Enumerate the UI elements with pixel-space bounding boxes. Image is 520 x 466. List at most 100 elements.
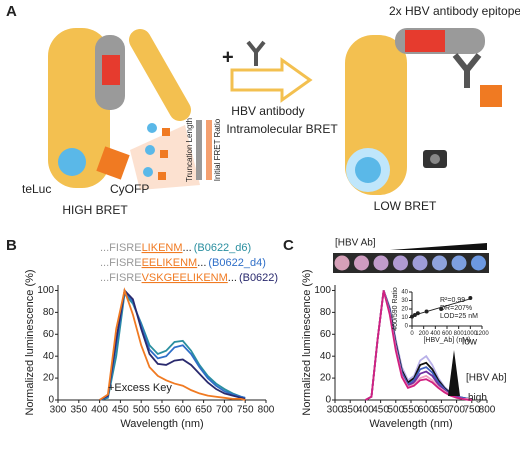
panel-label: C [283,237,294,254]
panel-label: A [6,3,17,20]
x-tick-label: 800 [258,405,275,416]
x-tick-label: 500 [133,405,150,416]
sequence-prefix: ...FISRE [100,242,142,254]
well [354,255,369,271]
label: LOW BRET [374,199,437,213]
x-tick-label: 350 [342,405,359,416]
x-tick-label: 1200 [475,331,489,337]
x-axis-label: [HBV_Ab] (nM) [423,337,470,344]
label: Initial FRET Ratio [213,118,222,181]
y-tick-label: 60 [43,329,55,340]
x-tick-label: 300 [50,405,67,416]
x-tick-label: 450 [372,405,389,416]
well [432,255,447,271]
series-name: (B0622_d4) [208,257,266,269]
x-tick-label: 400 [357,405,374,416]
sequence-insert: VSKGEELIKENM [142,272,228,284]
x-tick-label: 600 [418,405,435,416]
legend-high: high [468,393,487,404]
label: 2x HBV antibody epitope [389,4,520,18]
x-tick-label: 400 [430,331,441,337]
y-tick-label: 100 [37,285,54,296]
x-tick-label: 700 [216,405,233,416]
y-tick-label: 80 [43,307,55,318]
legend-title: [HBV Ab] [466,373,507,384]
y-axis-label: Normalized luminescence (%) [24,269,36,415]
x-tick-label: 600 [174,405,191,416]
x-tick-label: 500 [387,405,404,416]
panel-label: B [6,237,17,254]
y-tick-label: 20 [401,307,408,313]
y-tick-label: 40 [43,351,55,362]
y-tick-label: 100 [314,285,331,296]
label: Intramolecular BRET [226,122,338,136]
y-axis-label: 460/590 Ratio [392,287,399,331]
strip-wedge [390,243,487,250]
legend-wedge [448,350,460,396]
label: HIGH BRET [62,203,128,217]
x-axis-label: Wavelength (nm) [120,418,203,430]
x-tick-label: 1000 [464,331,478,337]
x-tick-label: 550 [403,405,420,416]
well [471,255,486,271]
x-axis-label: Wavelength (nm) [369,418,452,430]
x-tick-label: 650 [195,405,212,416]
sequence-line: ...FISRELIKENM... (B0622_d6) [100,242,251,254]
y-tick-label: 30 [401,298,408,304]
point [410,314,414,319]
x-tick-label: 800 [454,331,465,337]
well [412,255,428,271]
y-tick-label: 80 [320,307,332,318]
x-tick-label: 750 [463,405,480,416]
diagram-shapes [48,28,502,195]
well [334,255,350,271]
plus: + [222,46,234,68]
series-name: (B0622_d6) [194,242,252,254]
x-tick-label: 200 [419,331,430,337]
label: Truncation Length [185,118,194,182]
legend-low: low [462,337,478,348]
sequence-line: ...FISREEELIKENM... (B0622_d4) [100,257,266,269]
x-tick-label: 450 [112,405,129,416]
x-tick-label: 800 [479,405,496,416]
x-tick-label: 350 [70,405,87,416]
strip-title: [HBV Ab] [335,238,376,249]
x-tick-label: 0 [410,331,414,337]
y-tick-label: 20 [43,373,55,384]
x-tick-label: 300 [327,405,344,416]
x-tick-label: 600 [442,331,453,337]
point [468,295,473,300]
y-tick-label: 0 [48,395,54,406]
annotation: R²=0.99 [440,297,465,304]
sequence-prefix: ...FISRE [100,257,142,269]
series-label: +Excess Key [108,382,172,394]
sequence-suffix: ... [197,257,206,269]
point [439,307,444,311]
well [373,255,389,271]
label: teLuc [22,182,51,196]
annotation: LOD=25 nM [440,313,478,320]
x-tick-label: 750 [237,405,254,416]
series-name: (B0622) [239,272,278,284]
spectrum-line [99,287,246,401]
x-tick-label: 650 [433,405,450,416]
sequence-insert: EELIKENM [142,257,198,269]
sequence-line: ...FISREVSKGEELIKENM... (B0622) [100,272,278,284]
y-tick-label: 10 [401,315,408,321]
sequence-insert: LIKENM [142,242,183,254]
well [451,255,467,271]
x-tick-label: 400 [91,405,108,416]
point [415,311,420,316]
well [393,255,408,271]
y-tick-label: 0 [325,395,331,406]
y-tick-label: 40 [401,290,408,296]
label: CyOFP [110,182,149,196]
sequence-prefix: ...FISRE [100,272,142,284]
spectrum-line [364,290,472,401]
strip [333,253,489,273]
sequence-suffix: ... [228,272,237,284]
y-tick-label: 0 [405,324,409,330]
y-tick-label: 20 [320,373,332,384]
point [412,312,417,317]
